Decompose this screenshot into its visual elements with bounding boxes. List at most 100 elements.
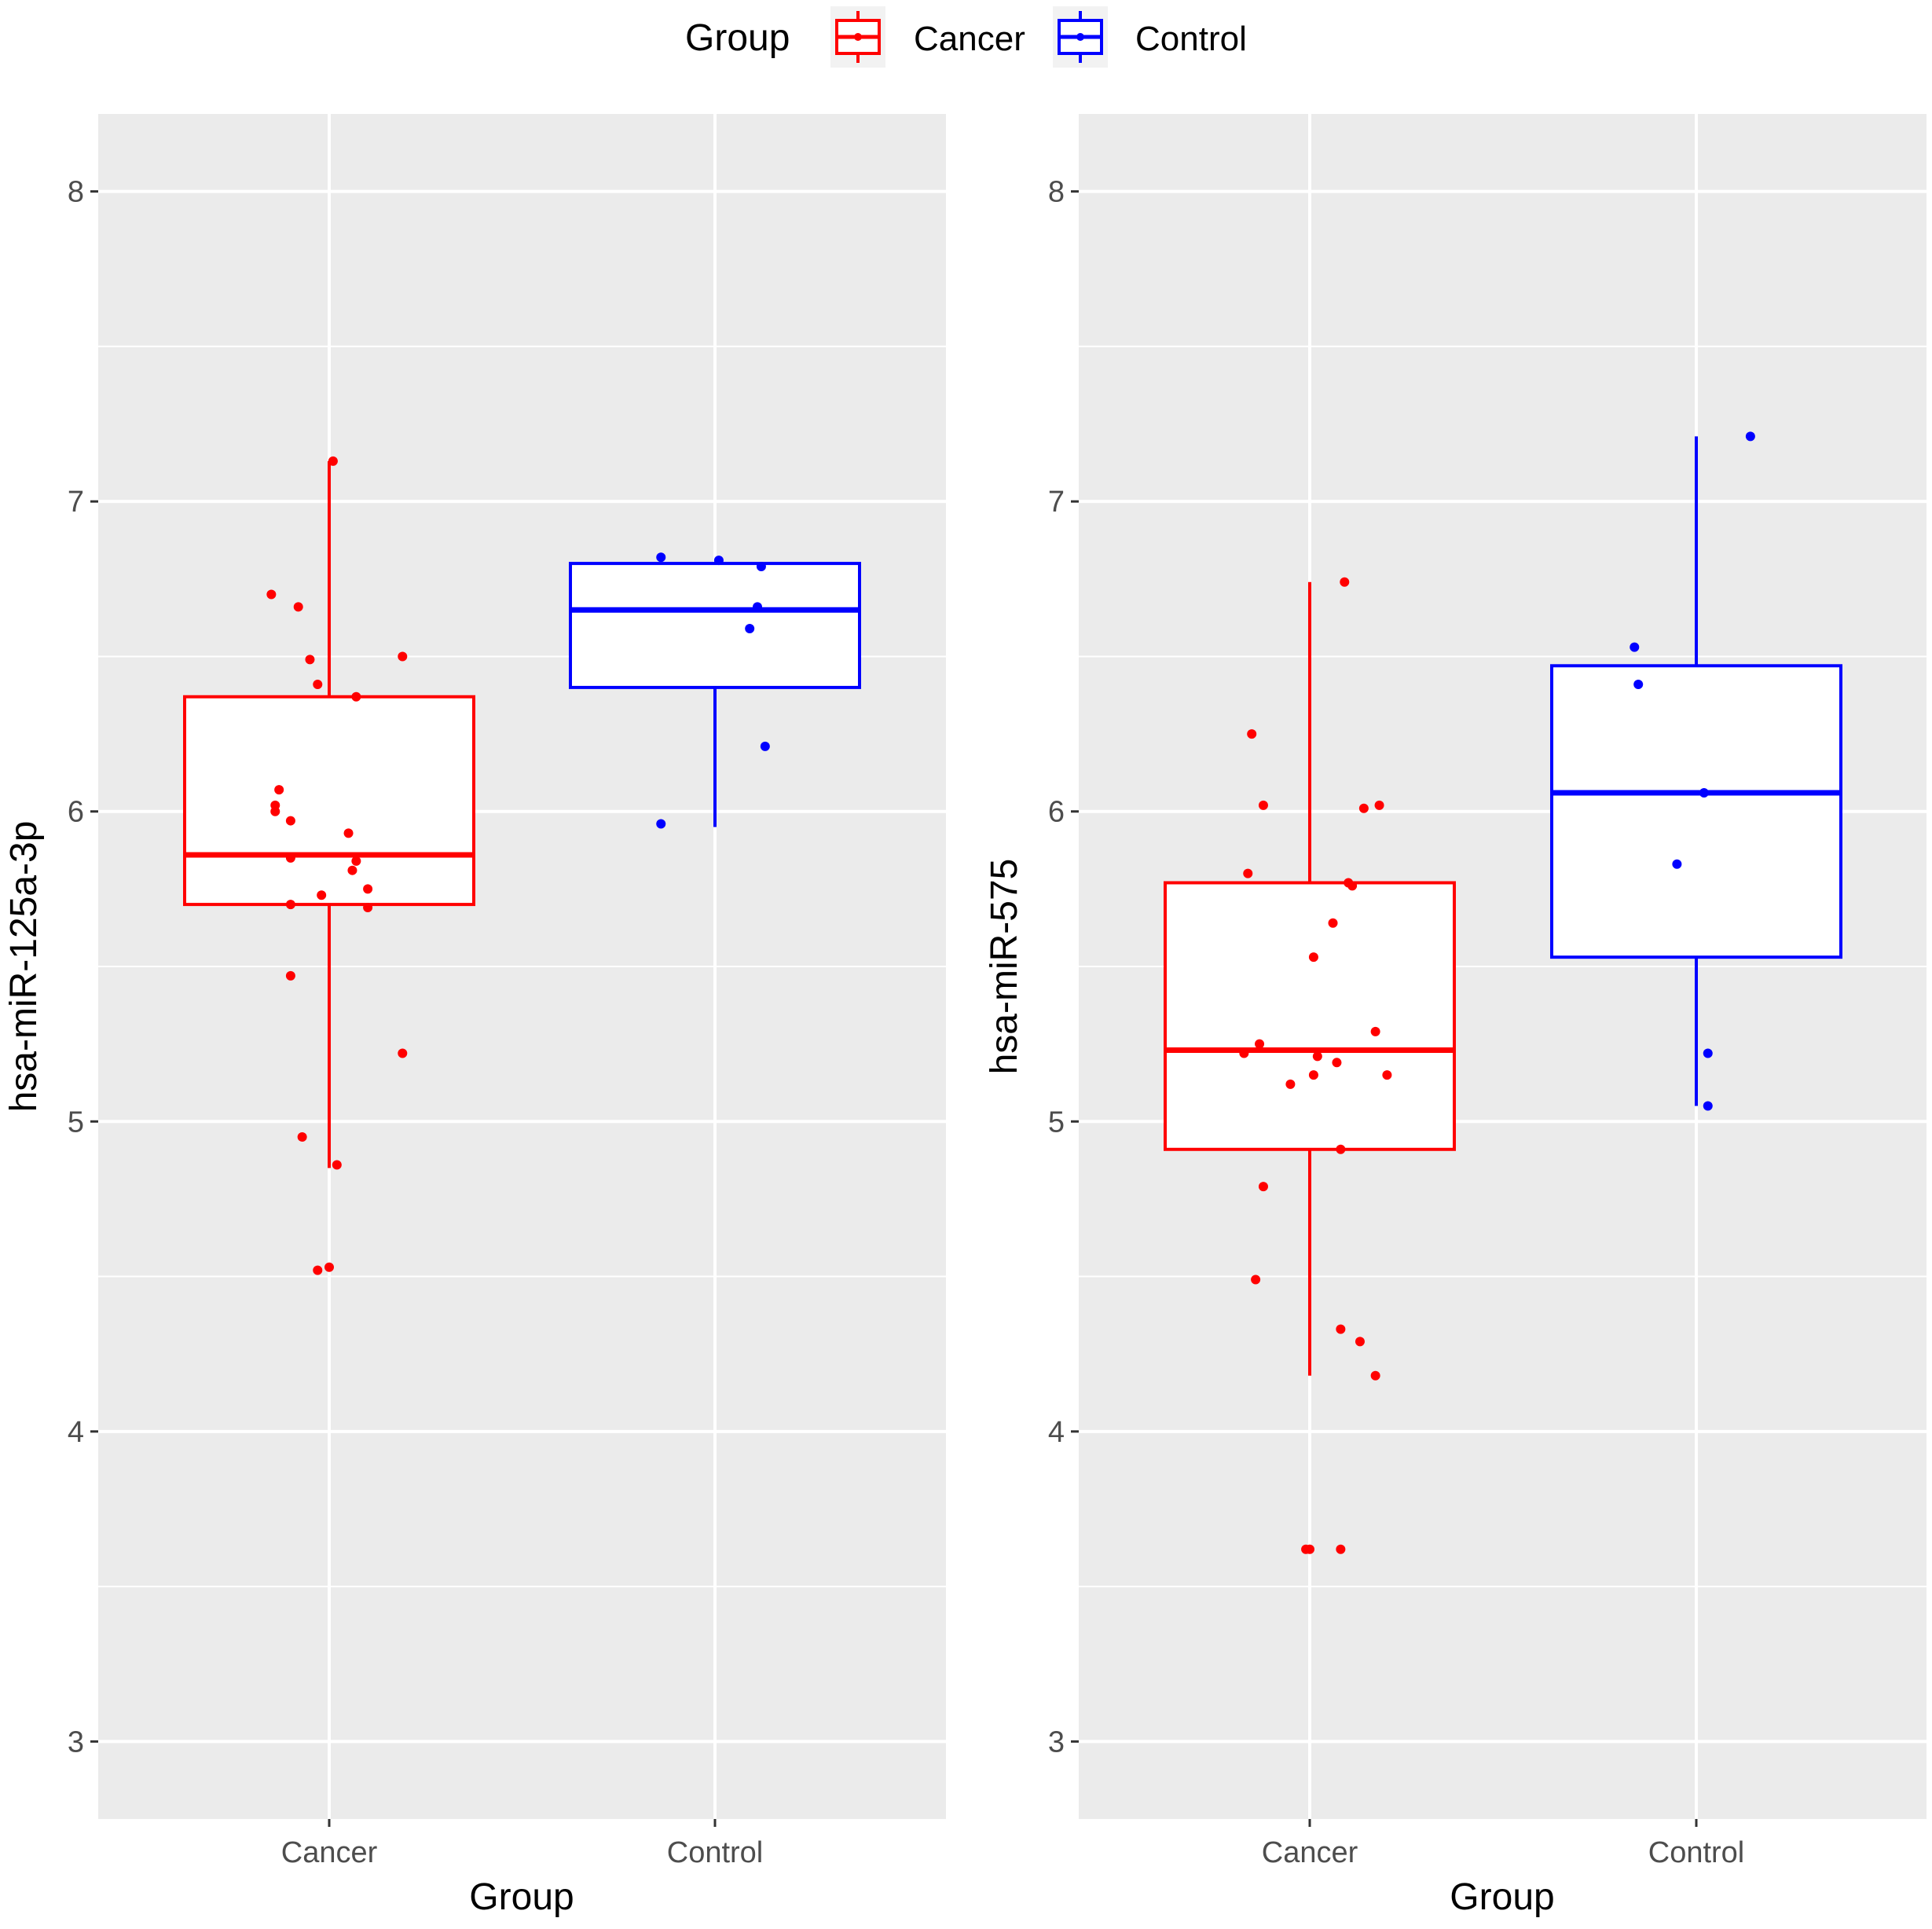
y-tick-label: 3 — [1048, 1725, 1065, 1758]
data-point — [1247, 729, 1257, 739]
data-point — [1243, 868, 1253, 878]
iqr-box — [569, 562, 861, 689]
data-point — [760, 741, 770, 751]
data-point — [1370, 1026, 1380, 1036]
data-point — [332, 1160, 342, 1170]
data-point — [285, 853, 295, 863]
data-point — [1374, 800, 1384, 810]
x-axis-title: Group — [469, 1876, 574, 1918]
y-tick-label: 4 — [68, 1416, 84, 1449]
data-point — [656, 552, 666, 563]
legend-title: Group — [685, 17, 790, 59]
data-point — [713, 556, 724, 566]
x-tick-label: Control — [667, 1836, 764, 1869]
data-point — [656, 819, 666, 829]
data-point — [1382, 1070, 1392, 1080]
data-point — [1301, 1544, 1311, 1554]
data-point — [1336, 1144, 1346, 1154]
data-point — [398, 651, 408, 662]
data-point — [1255, 1039, 1265, 1049]
y-tick-label: 3 — [68, 1725, 84, 1758]
data-point — [1370, 1370, 1380, 1381]
y-tick-label: 6 — [1048, 796, 1065, 829]
data-point — [328, 456, 338, 466]
data-point — [270, 806, 280, 816]
data-point — [1312, 1051, 1322, 1062]
data-point — [1347, 881, 1358, 891]
data-point — [1630, 642, 1640, 652]
data-point — [398, 1048, 408, 1058]
panel-mir-575: 3 4 5 6 7 8 Cancer Control Group hsa-miR-575 — [984, 114, 1927, 1918]
data-point — [1703, 1101, 1713, 1111]
data-point — [1336, 1324, 1346, 1334]
y-tick-label: 8 — [68, 176, 84, 209]
y-tick-label: 7 — [68, 486, 84, 519]
data-point — [745, 623, 755, 633]
y-tick-label: 6 — [68, 796, 84, 829]
legend-label-cancer: Cancer — [914, 20, 1025, 58]
boxplot-control — [1550, 431, 1842, 1111]
data-point — [1355, 1337, 1365, 1347]
data-point — [756, 562, 766, 572]
data-point — [313, 1265, 323, 1275]
data-point — [285, 900, 295, 910]
iqr-box — [183, 695, 475, 907]
panel-mir-125a-3p: 3 4 5 6 7 8 Cancer Control Group hsa-miR-125a-3p — [3, 114, 946, 1918]
data-point — [266, 589, 277, 600]
data-point — [1340, 577, 1350, 587]
y-tick-label: 5 — [1048, 1106, 1065, 1139]
data-point — [297, 1132, 307, 1142]
data-point — [274, 785, 284, 795]
data-point — [753, 602, 763, 612]
data-point — [1308, 1070, 1318, 1080]
data-point — [285, 970, 295, 981]
y-tick-label: 4 — [1048, 1416, 1065, 1449]
data-point — [1672, 859, 1682, 869]
data-point — [1239, 1048, 1249, 1058]
data-point — [1251, 1274, 1261, 1285]
x-tick-label: Cancer — [281, 1836, 378, 1869]
data-point — [343, 828, 354, 838]
data-point — [293, 602, 303, 612]
data-point — [1633, 679, 1644, 689]
boxplot-control — [569, 552, 861, 829]
data-point — [1258, 1182, 1268, 1192]
data-point — [363, 903, 373, 913]
x-tick-label: Cancer — [1262, 1836, 1358, 1869]
data-point — [1332, 1058, 1342, 1068]
data-point — [1745, 431, 1755, 442]
data-point — [351, 856, 361, 866]
iqr-box — [1550, 664, 1842, 959]
data-point — [1258, 800, 1268, 810]
x-tick-label: Control — [1648, 1836, 1745, 1869]
y-tick-label: 5 — [68, 1106, 84, 1139]
data-point — [1358, 803, 1369, 813]
data-point — [313, 679, 323, 689]
data-point — [363, 884, 373, 894]
boxplot-cancer — [1164, 577, 1456, 1554]
data-point — [347, 865, 357, 875]
data-point — [1699, 788, 1709, 798]
data-point — [1336, 1544, 1346, 1554]
data-point — [1308, 952, 1318, 963]
data-point — [1285, 1079, 1296, 1089]
x-axis-title: Group — [1450, 1876, 1554, 1918]
legend-key-control — [1053, 6, 1108, 68]
data-point — [317, 890, 327, 900]
legend-key-point — [854, 33, 862, 41]
data-point — [305, 655, 315, 665]
legend-key-point — [1076, 33, 1084, 41]
y-axis-title: hsa-miR-125a-3p — [3, 821, 45, 1113]
data-point — [351, 691, 361, 702]
iqr-box — [1164, 881, 1456, 1151]
y-tick-label: 7 — [1048, 486, 1065, 519]
data-point — [324, 1262, 334, 1272]
boxplot-cancer — [183, 456, 475, 1275]
legend-key-cancer — [830, 6, 885, 68]
data-point — [1703, 1048, 1713, 1058]
legend: Group Cancer Control — [685, 6, 1247, 68]
data-point — [1328, 918, 1338, 928]
y-axis-title: hsa-miR-575 — [984, 859, 1025, 1075]
data-point — [285, 816, 295, 826]
